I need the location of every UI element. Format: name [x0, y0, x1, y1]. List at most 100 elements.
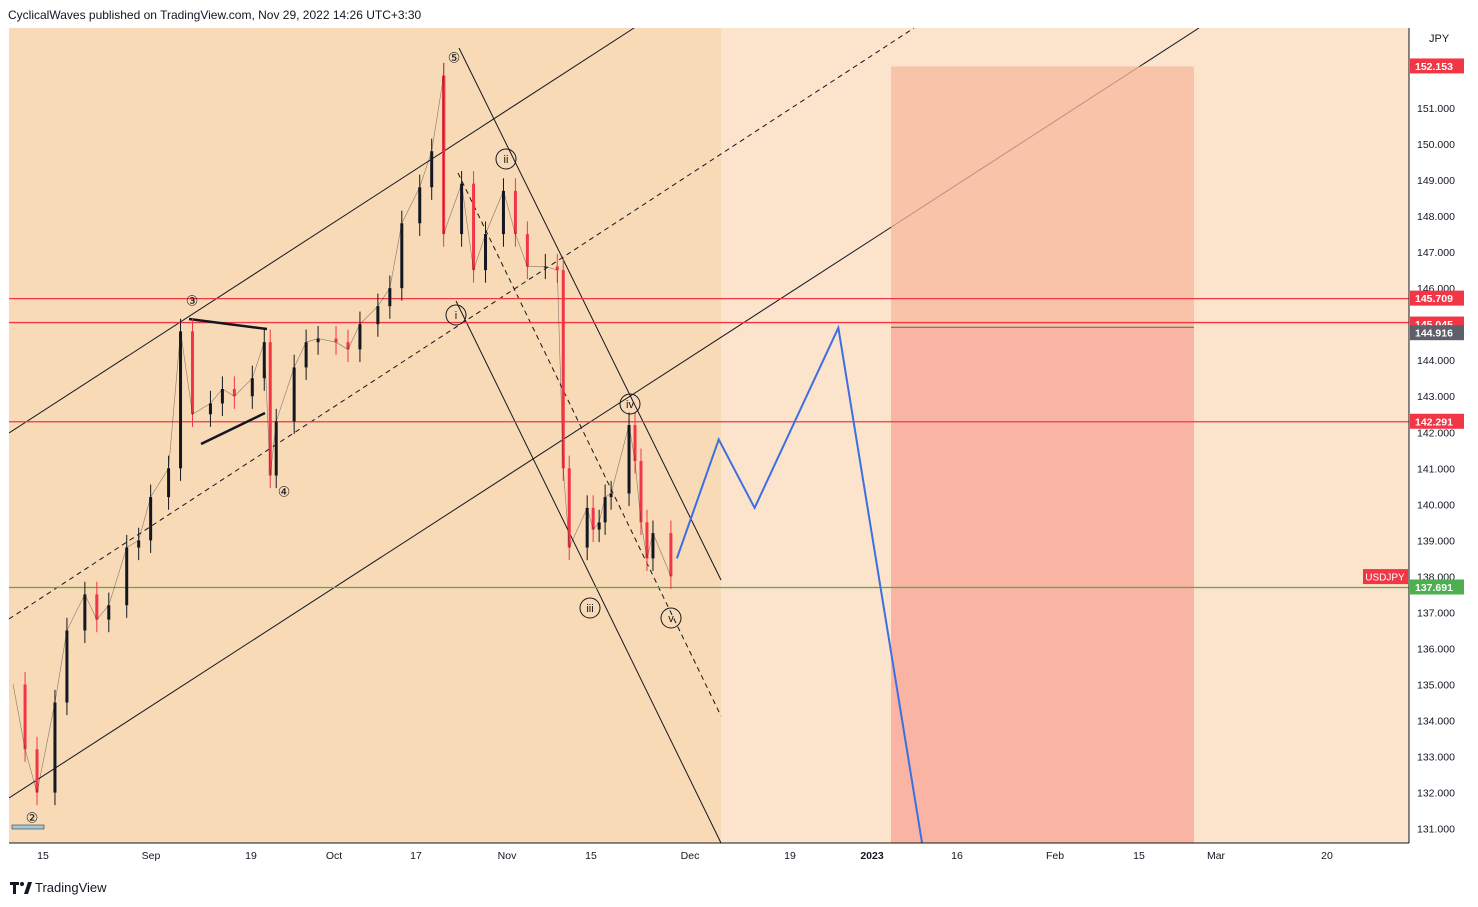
candle-body: [232, 389, 236, 397]
currency-label: JPY: [1429, 33, 1450, 45]
price-label-bg-3: [1410, 325, 1464, 341]
x-tick: Mar: [1207, 850, 1226, 862]
wave-label-0: ②: [26, 810, 39, 826]
candle-body: [346, 342, 350, 350]
candle-body: [316, 338, 320, 343]
channel-shade: [9, 28, 721, 843]
candle-body: [567, 468, 571, 548]
candle-body: [149, 497, 153, 541]
candle-body: [388, 288, 392, 307]
candle-body: [274, 421, 278, 476]
tradingview-logo-icon[interactable]: [10, 881, 32, 894]
price-label-bg-4: [1410, 413, 1464, 429]
candle-body: [292, 367, 296, 422]
candle-body: [376, 306, 380, 325]
x-tick: 15: [585, 850, 597, 862]
candle-body: [334, 338, 338, 343]
down-channel-mid: [457, 172, 722, 717]
x-tick: Feb: [1046, 850, 1064, 862]
candle-body: [167, 468, 171, 498]
footer: TradingView: [10, 880, 107, 895]
candle-body: [525, 234, 529, 267]
candle-body: [35, 749, 39, 793]
price-label-0: 152.153: [1415, 61, 1453, 73]
wave-circle-4: [445, 304, 467, 326]
channel-upper-line: [8, 27, 635, 434]
y-tick: 131.000: [1417, 824, 1455, 836]
x-tick: Dec: [681, 850, 700, 862]
candle-body: [23, 684, 27, 750]
candle-body: [179, 331, 183, 469]
price-label-5: 137.691: [1415, 582, 1453, 594]
y-tick: 148.000: [1417, 211, 1455, 223]
wave-label-5: ii: [504, 154, 509, 166]
candle-body: [639, 461, 643, 523]
candle-body: [501, 190, 505, 235]
bottom-marker: [11, 824, 45, 830]
price-label-bg-5: [1410, 579, 1464, 595]
price-label-3: 144.916: [1415, 328, 1453, 340]
y-tick: 141.000: [1417, 463, 1455, 475]
y-tick: 142.000: [1417, 427, 1455, 439]
wave-label-3: ⑤: [448, 50, 461, 66]
y-tick: 140.000: [1417, 499, 1455, 511]
y-tick: 132.000: [1417, 788, 1455, 800]
y-tick: 151.000: [1417, 103, 1455, 115]
candle-body: [633, 425, 637, 462]
time-axis-panel: [9, 843, 1469, 870]
x-tick: 16: [951, 850, 963, 862]
candle-body: [597, 522, 601, 530]
wave-label-7: iv: [626, 399, 634, 411]
candle-body: [191, 331, 194, 415]
candle-body: [669, 533, 673, 577]
x-tick: Sep: [142, 850, 161, 862]
candle-body: [107, 605, 111, 620]
price-axis-panel: [1409, 28, 1469, 870]
candle-body: [250, 378, 254, 397]
x-tick: 17: [410, 850, 422, 862]
candle-body: [418, 187, 422, 224]
candle-body: [65, 630, 69, 703]
candle-body: [472, 183, 476, 271]
candle-body: [609, 493, 613, 498]
candle-body: [555, 266, 559, 271]
candle-body: [585, 507, 589, 548]
candle-body: [645, 522, 649, 559]
symbol-tag: USDJPY: [1365, 573, 1405, 584]
triangle-upper: [188, 317, 268, 331]
y-tick: 144.000: [1417, 355, 1455, 367]
wave-label-1: ③: [186, 293, 199, 309]
wave-label-6: iii: [586, 603, 593, 615]
candle-body: [400, 223, 404, 289]
candle-body: [603, 497, 607, 523]
candle-body: [543, 266, 547, 268]
y-tick: 134.000: [1417, 715, 1455, 727]
wave-label-4: i: [455, 310, 457, 322]
footer-brand[interactable]: TradingView: [35, 880, 107, 895]
y-tick: 143.000: [1417, 391, 1455, 403]
candle-body: [125, 547, 129, 606]
x-tick: Nov: [498, 850, 517, 862]
wave-circle-5: [495, 148, 517, 170]
candle-body: [95, 594, 99, 620]
usdjpy-chart[interactable]: ②③④⑤iiiiiiivvJPY131.000132.000133.000134…: [8, 27, 1469, 870]
wave-circle-6: [579, 597, 601, 619]
candle-body: [53, 702, 57, 793]
candle-body: [430, 151, 434, 188]
wave-label-8: v: [668, 613, 674, 625]
x-tick: 15: [37, 850, 49, 862]
candle-body: [208, 403, 212, 415]
candle-body: [513, 190, 517, 235]
candle-body: [262, 342, 266, 379]
target-box-upper: [891, 66, 1194, 328]
x-tick: 19: [784, 850, 796, 862]
chart-area[interactable]: ② ③ ④ ⑤ i ii iii iv v JPY 131.000 132.000 133.000 134…: [8, 27, 1469, 870]
y-tick: 137.000: [1417, 607, 1455, 619]
price-label-bg-1: [1410, 290, 1464, 306]
wave-circle-7: [619, 393, 641, 415]
y-tick: 136.000: [1417, 643, 1455, 655]
candle-body: [268, 342, 272, 476]
price-path: [12, 75, 672, 793]
y-tick: 149.000: [1417, 175, 1455, 187]
down-channel-lower: [455, 300, 722, 844]
